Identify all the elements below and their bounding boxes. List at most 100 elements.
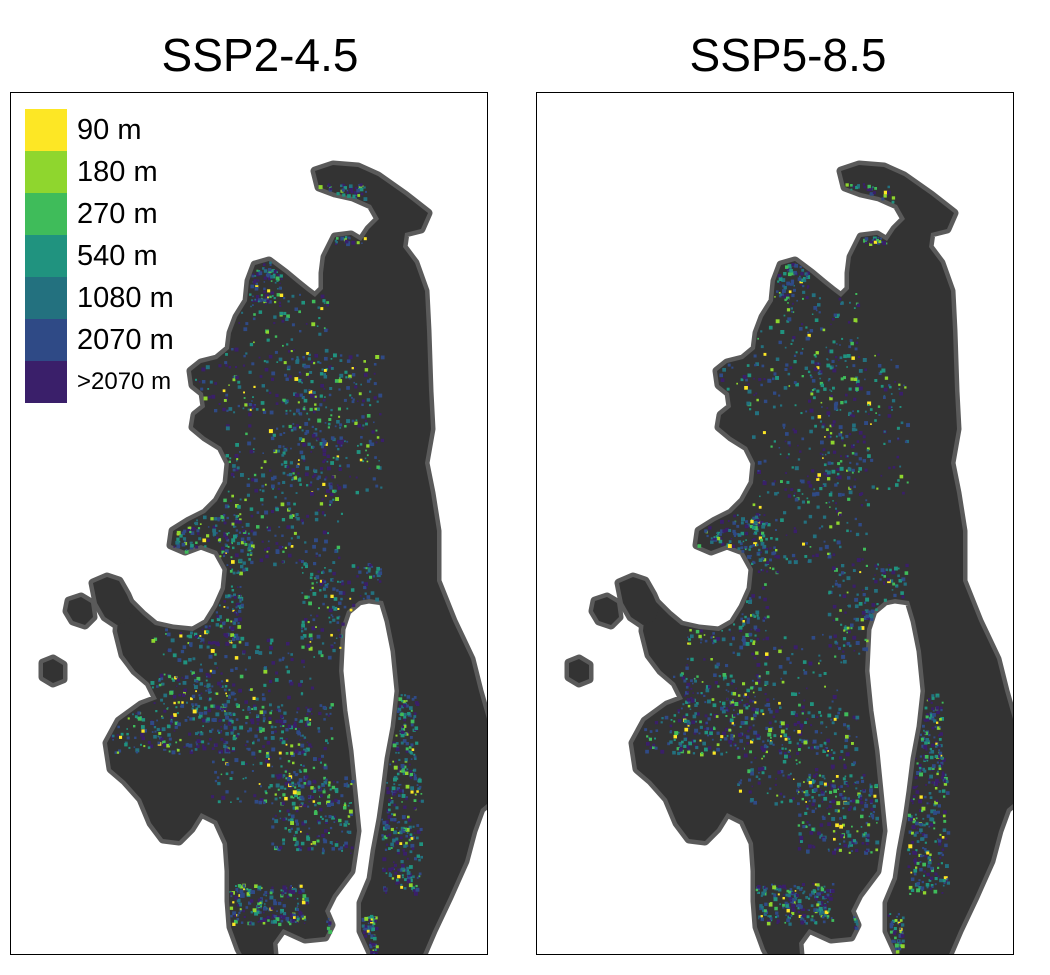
value-pixel bbox=[365, 449, 367, 452]
value-pixel bbox=[272, 916, 275, 919]
value-pixel bbox=[340, 236, 345, 241]
value-pixel bbox=[822, 920, 826, 924]
value-pixel bbox=[742, 540, 745, 543]
value-pixel bbox=[717, 637, 720, 640]
value-pixel bbox=[870, 851, 873, 854]
value-pixel bbox=[300, 635, 305, 640]
value-pixel bbox=[721, 709, 726, 714]
value-pixel bbox=[872, 236, 877, 241]
value-pixel bbox=[933, 736, 936, 739]
value-pixel bbox=[268, 758, 270, 760]
value-pixel bbox=[308, 827, 311, 830]
value-pixel bbox=[217, 519, 220, 522]
value-pixel bbox=[292, 423, 295, 425]
value-pixel bbox=[229, 640, 232, 643]
value-pixel bbox=[223, 744, 227, 748]
value-pixel bbox=[794, 890, 797, 892]
value-pixel bbox=[925, 715, 929, 719]
value-pixel bbox=[751, 594, 755, 598]
value-pixel bbox=[229, 565, 232, 568]
value-pixel bbox=[865, 614, 870, 619]
value-pixel bbox=[305, 323, 308, 325]
value-pixel bbox=[299, 293, 301, 296]
value-pixel bbox=[264, 905, 266, 908]
value-pixel bbox=[817, 886, 820, 890]
value-pixel bbox=[910, 799, 914, 802]
value-pixel bbox=[894, 380, 897, 383]
value-pixel bbox=[936, 744, 939, 747]
value-pixel bbox=[302, 894, 307, 898]
value-pixel bbox=[838, 492, 842, 497]
value-pixel bbox=[844, 738, 849, 743]
value-pixel bbox=[855, 787, 858, 790]
value-pixel bbox=[746, 364, 750, 367]
value-pixel bbox=[236, 458, 239, 461]
value-pixel bbox=[225, 790, 229, 794]
value-pixel bbox=[235, 602, 240, 607]
value-pixel bbox=[829, 365, 834, 370]
value-pixel bbox=[785, 904, 789, 908]
value-pixel bbox=[936, 761, 939, 764]
value-pixel bbox=[262, 801, 266, 805]
value-pixel bbox=[374, 916, 378, 920]
value-pixel bbox=[268, 354, 273, 359]
value-pixel bbox=[853, 761, 856, 765]
value-pixel bbox=[820, 327, 824, 331]
value-pixel bbox=[309, 707, 313, 711]
value-pixel bbox=[256, 728, 260, 731]
value-pixel bbox=[864, 850, 869, 855]
value-pixel bbox=[750, 768, 754, 772]
value-pixel bbox=[223, 514, 226, 517]
value-pixel bbox=[261, 473, 266, 478]
value-pixel bbox=[802, 892, 805, 895]
value-pixel bbox=[880, 237, 882, 240]
value-pixel bbox=[799, 788, 802, 791]
value-pixel bbox=[405, 797, 408, 801]
value-pixel bbox=[402, 739, 407, 743]
value-pixel bbox=[700, 629, 703, 633]
value-pixel bbox=[396, 772, 400, 776]
value-pixel bbox=[224, 633, 229, 638]
value-pixel bbox=[299, 884, 303, 888]
value-pixel bbox=[373, 421, 375, 424]
value-pixel bbox=[320, 654, 324, 658]
value-pixel bbox=[206, 630, 210, 634]
value-pixel bbox=[808, 897, 811, 900]
value-pixel bbox=[260, 887, 263, 889]
value-pixel bbox=[375, 441, 378, 444]
value-pixel bbox=[232, 468, 236, 472]
value-pixel bbox=[939, 833, 942, 836]
value-pixel bbox=[173, 701, 176, 705]
value-pixel bbox=[797, 721, 801, 725]
value-pixel bbox=[263, 906, 267, 911]
value-pixel bbox=[367, 916, 370, 919]
value-pixel bbox=[298, 459, 300, 461]
value-pixel bbox=[923, 874, 925, 877]
value-pixel bbox=[729, 630, 731, 633]
value-pixel bbox=[191, 671, 195, 675]
value-pixel bbox=[280, 765, 283, 768]
value-pixel bbox=[244, 642, 249, 646]
value-pixel bbox=[885, 568, 889, 572]
value-pixel bbox=[792, 311, 795, 313]
value-pixel bbox=[661, 717, 664, 720]
value-pixel bbox=[295, 822, 299, 826]
value-pixel bbox=[864, 410, 867, 413]
value-pixel bbox=[270, 736, 275, 740]
value-pixel bbox=[849, 461, 852, 464]
value-pixel bbox=[788, 914, 792, 918]
value-pixel bbox=[280, 894, 284, 898]
value-pixel bbox=[832, 420, 836, 424]
value-pixel bbox=[817, 362, 821, 366]
value-pixel bbox=[746, 617, 750, 621]
value-pixel bbox=[705, 721, 708, 724]
value-pixel bbox=[800, 918, 802, 921]
value-pixel bbox=[176, 712, 179, 715]
value-pixel bbox=[329, 826, 333, 830]
value-pixel bbox=[816, 895, 819, 898]
value-pixel bbox=[175, 741, 178, 744]
value-pixel bbox=[291, 478, 293, 481]
value-pixel bbox=[817, 362, 820, 365]
value-pixel bbox=[815, 475, 819, 479]
value-pixel bbox=[322, 849, 325, 853]
